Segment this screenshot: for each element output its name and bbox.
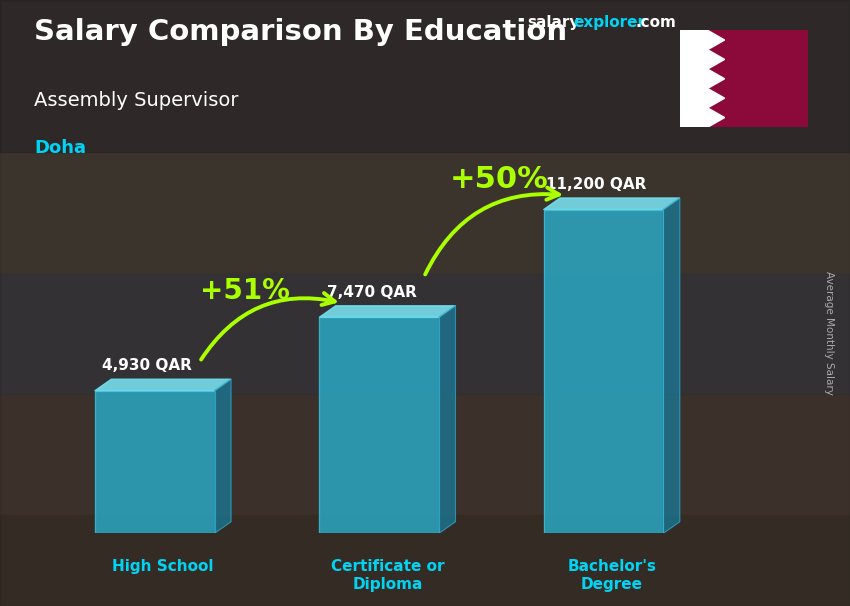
Polygon shape [707, 50, 724, 69]
Text: Assembly Supervisor: Assembly Supervisor [34, 91, 239, 110]
Bar [0, 273, 850, 394]
Polygon shape [707, 69, 724, 88]
Polygon shape [663, 198, 680, 533]
Polygon shape [95, 379, 231, 391]
Text: Certificate or
Diploma: Certificate or Diploma [331, 559, 444, 591]
Text: Bachelor's
Degree: Bachelor's Degree [567, 559, 656, 591]
Bar [0, 152, 850, 273]
Text: Average Monthly Salary: Average Monthly Salary [824, 271, 834, 395]
Text: 11,200 QAR: 11,200 QAR [546, 177, 646, 192]
Polygon shape [707, 88, 724, 108]
FancyArrowPatch shape [425, 188, 559, 275]
Text: salary: salary [527, 15, 580, 30]
Polygon shape [544, 210, 663, 533]
Polygon shape [439, 306, 456, 533]
Polygon shape [707, 108, 724, 127]
Text: +51%: +51% [200, 276, 289, 304]
Bar [0, 394, 850, 515]
FancyArrowPatch shape [201, 293, 335, 359]
Polygon shape [320, 306, 456, 318]
Polygon shape [95, 391, 214, 533]
Bar [707, 30, 807, 127]
Polygon shape [544, 198, 680, 210]
Text: Salary Comparison By Education: Salary Comparison By Education [34, 18, 567, 46]
Text: 7,470 QAR: 7,470 QAR [326, 285, 416, 300]
Text: +50%: +50% [450, 165, 548, 194]
Bar [680, 30, 707, 127]
Text: .com: .com [636, 15, 677, 30]
Text: explorer: explorer [574, 15, 646, 30]
Text: High School: High School [112, 559, 213, 574]
Text: 4,930 QAR: 4,930 QAR [102, 359, 192, 373]
Bar [0, 515, 850, 606]
Polygon shape [320, 318, 439, 533]
Polygon shape [214, 379, 231, 533]
Text: Doha: Doha [34, 139, 86, 158]
Bar [0, 0, 850, 152]
Polygon shape [707, 30, 724, 50]
